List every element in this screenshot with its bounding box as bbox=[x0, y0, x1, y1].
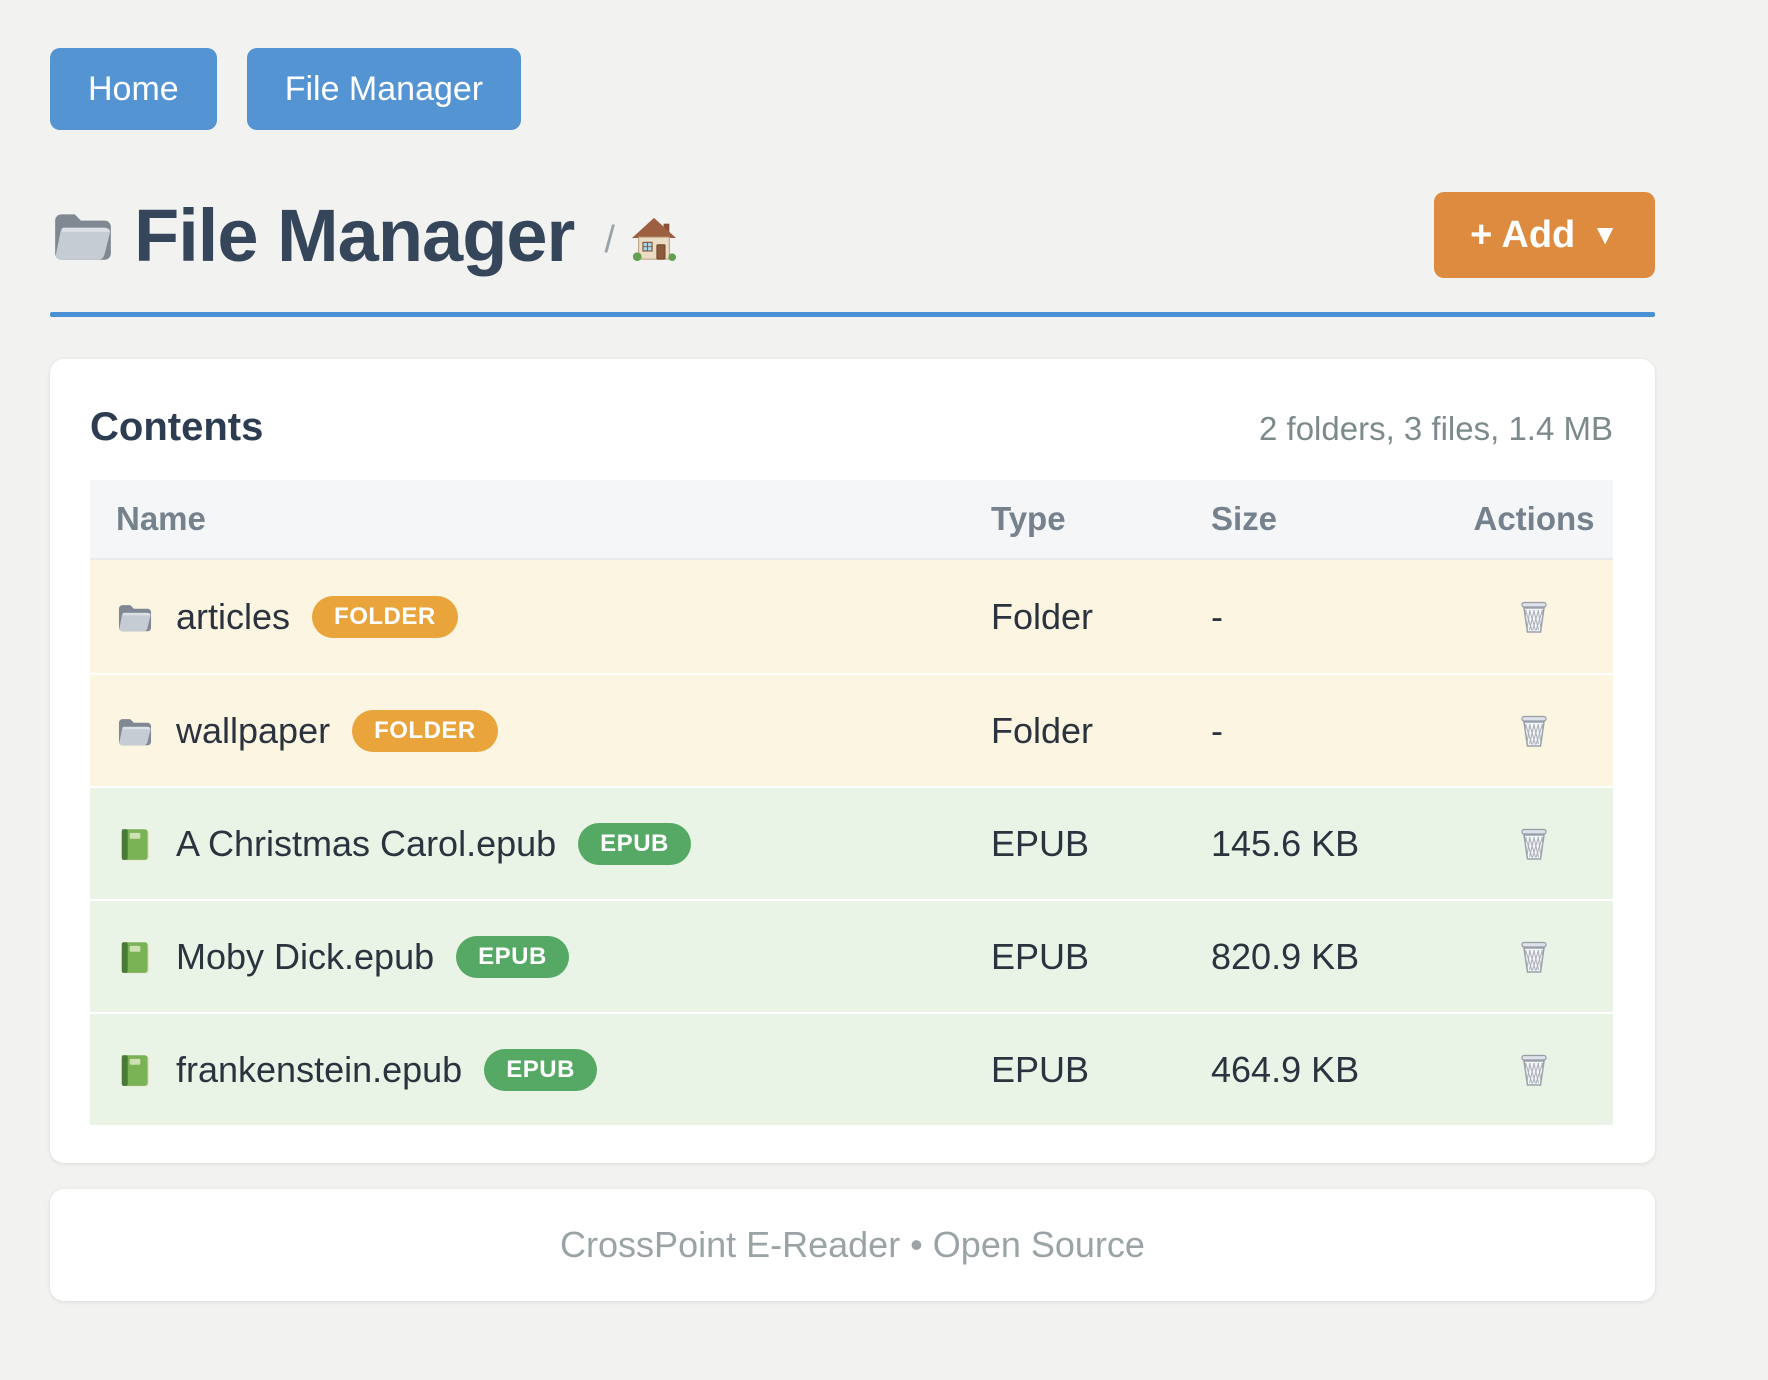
file-name-cell: articles FOLDER bbox=[90, 595, 965, 638]
home-icon[interactable] bbox=[631, 216, 677, 262]
file-name: Moby Dick.epub bbox=[176, 935, 435, 977]
footer-text: CrossPoint E-Reader • Open Source bbox=[560, 1224, 1145, 1265]
trash-icon bbox=[1521, 1054, 1547, 1086]
add-button-label: + Add bbox=[1470, 214, 1576, 256]
nav-file-manager-button[interactable]: File Manager bbox=[246, 48, 522, 130]
green-book-icon bbox=[121, 941, 150, 973]
folder-icon bbox=[118, 604, 152, 631]
file-name-cell: wallpaper FOLDER bbox=[90, 709, 965, 752]
file-size: 145.6 KB bbox=[1211, 822, 1360, 864]
delete-button[interactable] bbox=[1511, 708, 1557, 754]
chevron-down-icon: ▼ bbox=[1591, 219, 1619, 250]
file-type: Folder bbox=[991, 595, 1094, 637]
folder-badge: FOLDER bbox=[352, 709, 498, 752]
column-header-name: Name bbox=[116, 500, 206, 537]
page: Home File Manager File Manager / + Add ▼… bbox=[50, 0, 1655, 1301]
column-header-type: Type bbox=[991, 500, 1066, 537]
add-button[interactable]: + Add ▼ bbox=[1434, 192, 1655, 278]
delete-button[interactable] bbox=[1511, 1047, 1557, 1093]
table-row-wallpaper[interactable]: wallpaper FOLDER Folder - bbox=[90, 673, 1613, 786]
delete-button[interactable] bbox=[1511, 594, 1557, 640]
delete-button[interactable] bbox=[1511, 821, 1557, 867]
file-name-cell: A Christmas Carol.epub EPUB bbox=[90, 822, 965, 865]
file-table: Name Type Size Actions articles FOLDER F… bbox=[90, 480, 1613, 1125]
folder-icon bbox=[55, 214, 111, 260]
file-type: EPUB bbox=[991, 822, 1090, 864]
breadcrumb-separator: / bbox=[604, 218, 615, 261]
top-nav: Home File Manager bbox=[50, 48, 1655, 130]
file-name: frankenstein.epub bbox=[176, 1048, 463, 1090]
nav-home-button[interactable]: Home bbox=[50, 48, 217, 130]
table-row-articles[interactable]: articles FOLDER Folder - bbox=[90, 560, 1613, 673]
table-header-row: Name Type Size Actions bbox=[90, 480, 1613, 560]
trash-icon bbox=[1521, 941, 1547, 973]
file-size: 820.9 KB bbox=[1211, 935, 1360, 977]
green-book-icon bbox=[121, 1054, 150, 1086]
page-header: File Manager / + Add ▼ bbox=[50, 192, 1655, 278]
contents-card: Contents 2 folders, 3 files, 1.4 MB Name… bbox=[50, 359, 1655, 1163]
epub-badge: EPUB bbox=[456, 935, 569, 978]
file-type: EPUB bbox=[991, 1048, 1090, 1090]
green-book-icon bbox=[121, 828, 150, 860]
header-divider bbox=[50, 312, 1655, 317]
title-group: File Manager / bbox=[50, 193, 677, 278]
folder-badge: FOLDER bbox=[312, 595, 458, 638]
file-name: wallpaper bbox=[176, 709, 331, 751]
file-type: Folder bbox=[991, 709, 1094, 751]
page-title: File Manager bbox=[134, 193, 575, 277]
file-size: - bbox=[1211, 595, 1223, 637]
file-type: EPUB bbox=[991, 935, 1090, 977]
contents-card-header: Contents 2 folders, 3 files, 1.4 MB bbox=[90, 405, 1613, 450]
contents-summary: 2 folders, 3 files, 1.4 MB bbox=[1259, 410, 1613, 447]
folder-icon bbox=[118, 718, 152, 745]
epub-badge: EPUB bbox=[484, 1048, 597, 1091]
footer-card: CrossPoint E-Reader • Open Source bbox=[50, 1189, 1655, 1301]
table-row-christmas-carol[interactable]: A Christmas Carol.epub EPUB EPUB 145.6 K… bbox=[90, 786, 1613, 899]
file-name: A Christmas Carol.epub bbox=[176, 822, 557, 864]
contents-title: Contents bbox=[90, 405, 264, 449]
trash-icon bbox=[1521, 828, 1547, 860]
file-name: articles bbox=[176, 595, 291, 637]
file-size: - bbox=[1211, 709, 1223, 751]
file-size: 464.9 KB bbox=[1211, 1048, 1360, 1090]
epub-badge: EPUB bbox=[578, 822, 691, 865]
table-row-moby-dick[interactable]: Moby Dick.epub EPUB EPUB 820.9 KB bbox=[90, 899, 1613, 1012]
file-name-cell: Moby Dick.epub EPUB bbox=[90, 935, 965, 978]
trash-icon bbox=[1521, 715, 1547, 747]
column-header-size: Size bbox=[1211, 500, 1278, 537]
table-row-frankenstein[interactable]: frankenstein.epub EPUB EPUB 464.9 KB bbox=[90, 1012, 1613, 1125]
delete-button[interactable] bbox=[1511, 934, 1557, 980]
file-name-cell: frankenstein.epub EPUB bbox=[90, 1048, 965, 1091]
trash-icon bbox=[1521, 601, 1547, 633]
column-header-actions: Actions bbox=[1473, 500, 1595, 537]
